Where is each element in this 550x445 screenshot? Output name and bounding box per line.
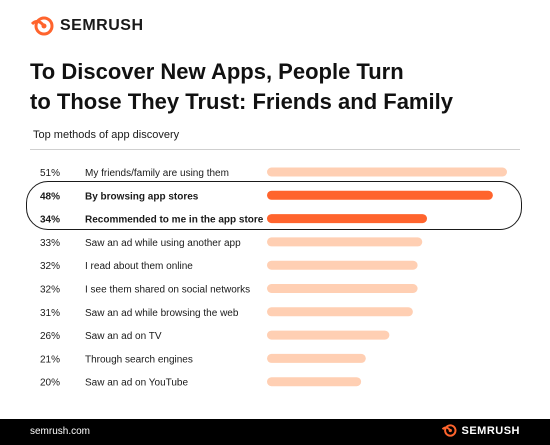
bar xyxy=(267,353,366,363)
bar xyxy=(267,167,507,177)
bar xyxy=(267,284,418,293)
category-label: Recommended to me in the app store xyxy=(85,215,264,226)
value-label: 21% xyxy=(40,354,60,365)
semrush-flame-icon xyxy=(442,424,457,437)
category-label: Saw an ad on TV xyxy=(85,331,162,342)
bar-chart: 51% My friends/family are using them 48% By… xyxy=(40,167,507,389)
category-label: Saw an ad while using another app xyxy=(85,238,241,249)
value-label: 32% xyxy=(40,285,60,296)
footer-logo-text: SEMRUSH xyxy=(461,424,520,437)
value-label: 48% xyxy=(40,191,60,202)
category-label: By browsing app stores xyxy=(85,191,199,202)
category-label: Through search engines xyxy=(85,354,193,365)
footer-url[interactable]: semrush.com xyxy=(30,426,91,437)
semrush-flame-icon xyxy=(30,16,54,36)
highlight-outline xyxy=(26,181,522,230)
value-label: 20% xyxy=(40,378,60,389)
page-title: To Discover New Apps, People Turn to Tho… xyxy=(30,57,530,117)
bar xyxy=(267,307,413,317)
title-line-1: To Discover New Apps, People Turn xyxy=(30,59,404,84)
semrush-logo: SEMRUSH xyxy=(30,16,144,36)
bar xyxy=(267,214,427,224)
value-label: 34% xyxy=(40,215,60,226)
divider xyxy=(30,149,520,150)
footer: semrush.com SEMRUSH xyxy=(0,419,550,445)
category-label: I see them shared on social networks xyxy=(85,285,250,296)
category-label: I read about them online xyxy=(85,261,193,272)
category-label: My friends/family are using them xyxy=(85,168,229,179)
value-label: 31% xyxy=(40,308,60,319)
bar xyxy=(267,377,362,387)
value-label: 33% xyxy=(40,238,60,249)
category-label: Saw an ad on YouTube xyxy=(85,378,188,389)
bar xyxy=(267,237,423,247)
value-label: 32% xyxy=(40,261,60,272)
category-label: Saw an ad while browsing the web xyxy=(85,308,239,319)
bar xyxy=(267,190,493,200)
value-label: 51% xyxy=(40,168,60,179)
bar xyxy=(267,330,390,340)
logo-text: SEMRUSH xyxy=(60,17,144,34)
title-line-2: to Those They Trust: Friends and Family xyxy=(30,89,453,114)
chart-subtitle: Top methods of app discovery xyxy=(33,129,180,141)
bar xyxy=(267,260,418,270)
footer-logo: SEMRUSH xyxy=(441,424,520,437)
value-label: 26% xyxy=(40,331,60,342)
